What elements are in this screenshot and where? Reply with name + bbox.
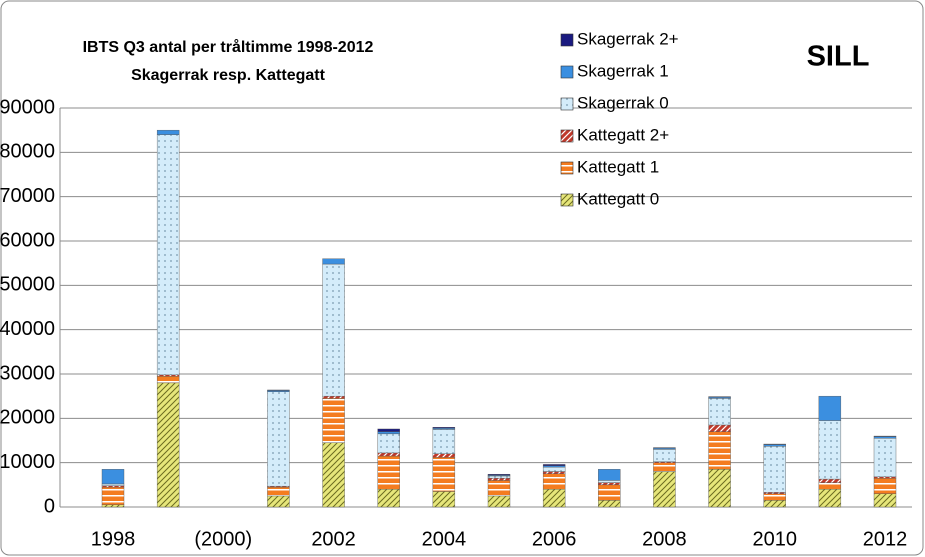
bar-segment	[873, 436, 897, 439]
bar-segment	[432, 457, 456, 492]
bar-segment	[377, 489, 400, 508]
legend-label: Skagerrak 0	[577, 93, 669, 112]
bar-segment	[487, 477, 511, 481]
bar-segment	[156, 382, 180, 508]
chart-title: IBTS Q3 antal per tråltimme 1998-2012	[83, 38, 374, 56]
bar-segment	[432, 427, 456, 429]
bar-segment	[101, 504, 125, 508]
y-tick-label: 30000	[0, 362, 55, 384]
y-tick-label: 0	[44, 495, 55, 517]
bar-segment	[598, 482, 621, 486]
bar-segment	[763, 444, 786, 447]
bar-segment	[377, 431, 400, 435]
bar-segment	[763, 493, 786, 501]
y-tick-label: 20000	[0, 407, 55, 429]
bar-segment	[818, 482, 842, 490]
legend-swatch	[560, 129, 574, 143]
legend-label: Kattegatt 1	[577, 157, 659, 176]
annotation: SILL	[807, 41, 870, 73]
bar-segment	[322, 442, 345, 508]
legend-swatch	[560, 161, 574, 175]
x-tick-label: 2012	[863, 528, 908, 550]
bar-segment	[322, 258, 345, 265]
legend-swatch	[560, 193, 574, 207]
bar-segment	[708, 398, 731, 426]
bar-segment	[487, 480, 511, 497]
bar-segment	[763, 500, 786, 508]
bar-segment	[267, 391, 290, 487]
bar-segment	[873, 438, 897, 478]
bar-segment	[598, 469, 621, 481]
x-tick-label: 2008	[642, 528, 687, 550]
bar-segment	[101, 486, 125, 505]
x-tick-label: 2010	[752, 528, 797, 550]
bar-segment	[156, 134, 180, 376]
bar-segment	[653, 471, 676, 508]
bar-segment	[432, 453, 456, 458]
legend-swatch	[560, 65, 574, 79]
bar-segment	[598, 480, 621, 483]
bar-segment	[322, 395, 345, 399]
bar-segment	[598, 484, 621, 501]
legend-label: Skagerrak 1	[577, 61, 669, 80]
x-tick-label: 2002	[311, 528, 356, 550]
bar-segment	[653, 462, 676, 472]
y-tick-label: 60000	[0, 229, 55, 251]
bar-segment	[101, 469, 125, 485]
bar-segment	[818, 395, 842, 421]
y-tick-label: 70000	[0, 185, 55, 207]
legend-label: Skagerrak 2+	[577, 29, 679, 48]
bar-segment	[377, 455, 400, 490]
bar-segment	[377, 428, 400, 432]
bar-segment	[432, 491, 456, 508]
bar-segment	[542, 471, 566, 474]
x-tick-label: 2006	[532, 528, 577, 550]
bar-segment	[708, 469, 731, 508]
bar-segment	[542, 464, 566, 466]
y-tick-label: 90000	[0, 96, 55, 118]
bar-segment	[322, 398, 345, 443]
bar-segment	[377, 452, 400, 457]
bar-segment	[873, 493, 897, 508]
legend-swatch	[560, 33, 574, 47]
bar-segment	[487, 473, 511, 476]
bar-segment	[598, 500, 621, 508]
y-tick-label: 50000	[0, 274, 55, 296]
x-tick-label: 1998	[91, 528, 136, 550]
bar-segment	[487, 495, 511, 508]
bar-segment	[156, 376, 180, 384]
bar-segment	[818, 478, 842, 483]
chart-subtitle: Skagerrak resp. Kattegatt	[131, 67, 326, 84]
bar-segment	[873, 477, 897, 494]
y-tick-label: 10000	[0, 451, 55, 473]
bar-segment	[653, 449, 676, 462]
bar-segment	[708, 424, 731, 432]
bar-segment	[156, 129, 180, 135]
bar-segment	[818, 420, 842, 480]
bar-segment	[818, 489, 842, 508]
bar-segment	[267, 495, 290, 508]
bar-segment	[101, 483, 125, 486]
legend-label: Kattegatt 2+	[577, 125, 669, 144]
x-tick-label: (2000)	[194, 528, 252, 550]
bar-segment	[267, 486, 290, 497]
bar-segment	[487, 475, 511, 479]
bar-segment	[377, 433, 400, 454]
bar-segment	[763, 446, 786, 493]
bar-segment	[542, 466, 566, 472]
legend-label: Kattegatt 0	[577, 189, 659, 208]
bar-segment	[542, 489, 566, 508]
bar-segment	[708, 431, 731, 470]
bar-segment	[542, 473, 566, 490]
y-tick-label: 40000	[0, 318, 55, 340]
bar-segment	[322, 263, 345, 397]
x-tick-label: 2004	[422, 528, 467, 550]
bar-segment	[432, 429, 456, 454]
legend-swatch	[560, 97, 574, 111]
y-tick-label: 80000	[0, 141, 55, 163]
